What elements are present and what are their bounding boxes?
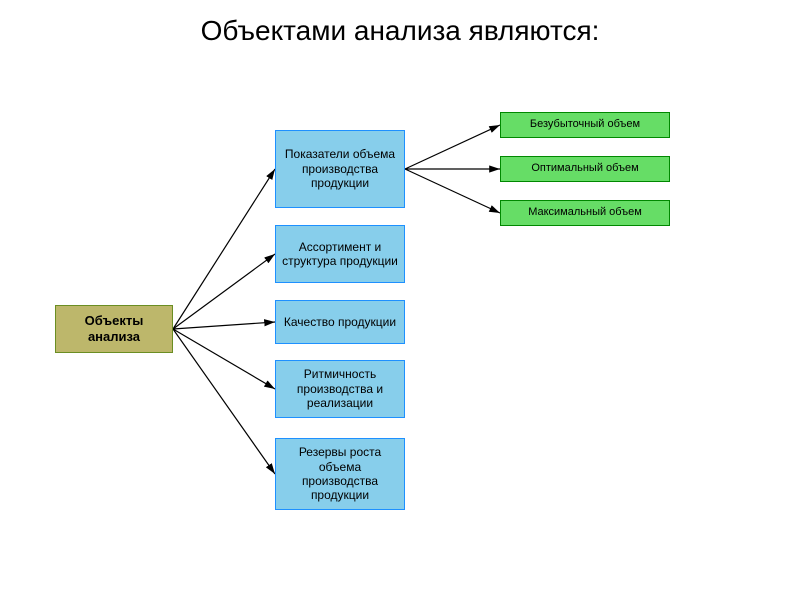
node-label: Безубыточный объем <box>530 118 640 131</box>
edge-m1-l3 <box>405 169 500 213</box>
edge-root-m1 <box>173 169 275 329</box>
node-label: Ритмичность производства и реализации <box>280 367 400 410</box>
edge-m1-l1 <box>405 125 500 169</box>
mid-node-m2: Ассортимент и структура продукции <box>275 225 405 283</box>
leaf-node-l2: Оптимальный объем <box>500 156 670 182</box>
mid-node-m5: Резервы роста объема производства продук… <box>275 438 405 510</box>
root-node-root: Объекты анализа <box>55 305 173 353</box>
page-title: Объектами анализа являются: <box>0 15 800 47</box>
node-label: Качество продукции <box>284 315 396 329</box>
edge-root-m5 <box>173 329 275 474</box>
leaf-node-l3: Максимальный объем <box>500 200 670 226</box>
edge-root-m3 <box>173 322 275 329</box>
mid-node-m1: Показатели объема производства продукции <box>275 130 405 208</box>
node-label: Резервы роста объема производства продук… <box>280 445 400 503</box>
diagram-canvas: Объектами анализа являются: Объекты анал… <box>0 0 800 600</box>
node-label: Показатели объема производства продукции <box>280 147 400 190</box>
node-label: Объекты анализа <box>60 313 168 344</box>
node-label: Ассортимент и структура продукции <box>280 240 400 269</box>
edge-root-m2 <box>173 254 275 329</box>
mid-node-m3: Качество продукции <box>275 300 405 344</box>
node-label: Оптимальный объем <box>531 162 638 175</box>
leaf-node-l1: Безубыточный объем <box>500 112 670 138</box>
edge-root-m4 <box>173 329 275 389</box>
node-label: Максимальный объем <box>528 206 642 219</box>
mid-node-m4: Ритмичность производства и реализации <box>275 360 405 418</box>
